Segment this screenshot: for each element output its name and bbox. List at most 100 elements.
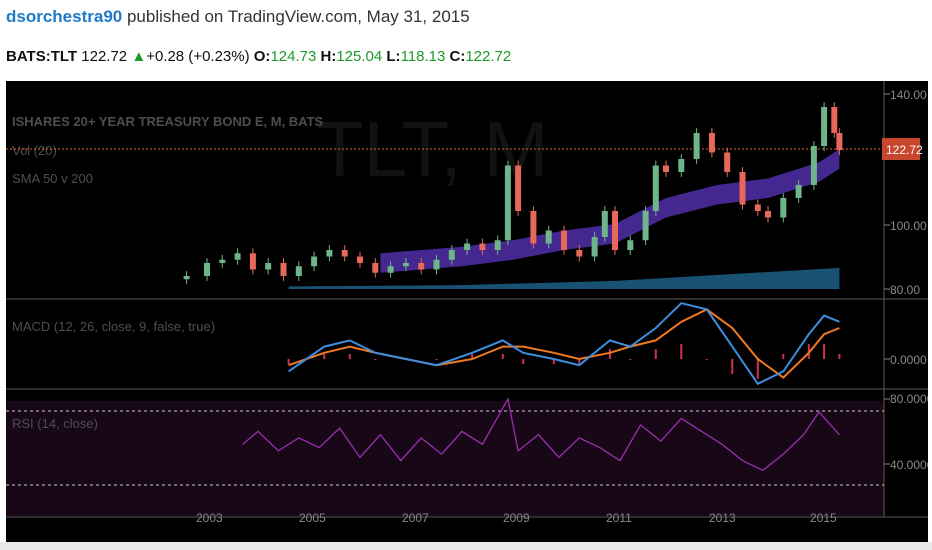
- symbol-label: BATS:TLT: [6, 48, 78, 65]
- candle-body: [402, 263, 409, 267]
- candle-body: [576, 250, 583, 257]
- macd-histogram-bar: [823, 344, 826, 359]
- macd-histogram-bar: [654, 349, 657, 359]
- x-label-2003: 2003: [196, 511, 223, 525]
- candle-body: [831, 107, 838, 133]
- candle-body: [372, 263, 379, 273]
- candle-body: [810, 146, 817, 185]
- x-label-2011: 2011: [606, 511, 632, 525]
- candle-body: [612, 211, 618, 250]
- last-price: 122.72: [81, 48, 128, 65]
- candle-body: [433, 259, 440, 270]
- macd-histogram-bar: [435, 359, 438, 360]
- chart-canvas[interactable]: TLT, M ISHARES 20+ YEAR TREASURY BOND E,…: [6, 81, 928, 542]
- close-label: C:: [449, 48, 466, 65]
- macd-histogram-bar: [552, 359, 555, 364]
- candle-body: [341, 250, 348, 257]
- high-value: 125.04: [336, 48, 383, 65]
- macd-histogram-bar: [629, 359, 632, 360]
- rsi-pane-title[interactable]: RSI (14, close): [12, 416, 98, 431]
- price-tick-80: 80.00: [890, 283, 920, 297]
- candle-body: [357, 256, 363, 263]
- candle-body: [530, 211, 537, 244]
- x-label-2015: 2015: [810, 511, 837, 525]
- candle-body: [652, 165, 659, 211]
- candle-body: [693, 133, 700, 159]
- price-tick-100: 100.00: [890, 219, 927, 233]
- macd-histogram-bar: [578, 359, 581, 364]
- publisher-username[interactable]: dsorchestra90: [6, 7, 123, 26]
- macd-histogram-bar: [731, 359, 734, 374]
- x-label-2009: 2009: [503, 511, 530, 525]
- sma-band: [380, 149, 840, 273]
- candle-body: [464, 243, 471, 250]
- bottom-strip: [0, 542, 932, 550]
- macd-tick-zero: 0.0000: [890, 353, 927, 367]
- publisher-line: dsorchestra90 published on TradingView.c…: [6, 7, 470, 27]
- macd-histogram-bar: [501, 354, 504, 359]
- candle-body: [448, 250, 455, 260]
- macd-pane-title[interactable]: MACD (12, 26, close, 9, false, true): [12, 319, 215, 334]
- macd-histogram-bar: [680, 344, 683, 359]
- rsi-pane-background: [6, 401, 884, 516]
- rsi-line: [242, 397, 840, 472]
- candle-body: [765, 211, 771, 218]
- candle-body: [601, 211, 608, 237]
- candle-body: [780, 198, 787, 218]
- volume-indicator-label[interactable]: Vol (20): [12, 143, 57, 158]
- sma-indicator-label[interactable]: SMA 50 v 200: [12, 171, 93, 186]
- macd-histogram-bar: [323, 354, 326, 359]
- candle-body: [234, 253, 241, 260]
- candle-body: [836, 133, 843, 151]
- macd-series-group: [287, 302, 841, 386]
- macd-histogram-bar: [782, 354, 785, 359]
- up-arrow-icon: ▲: [131, 48, 147, 65]
- candle-body: [561, 230, 567, 250]
- macd-histogram-bar: [374, 359, 377, 360]
- candle-body: [642, 211, 649, 241]
- candle-body: [418, 263, 425, 270]
- macd-histogram-bar: [756, 359, 759, 379]
- macd-histogram-bar: [287, 359, 290, 364]
- high-label: H:: [320, 48, 337, 65]
- x-label-2013: 2013: [709, 511, 736, 525]
- candle-body: [326, 250, 333, 257]
- candle-body: [280, 263, 287, 276]
- price-change: +0.28 (+0.23%): [146, 48, 250, 65]
- price-tag: [882, 138, 920, 160]
- low-value: 118.13: [400, 48, 446, 65]
- macd-histogram-bar: [705, 359, 708, 360]
- rsi-tick-80: 80.0000: [890, 392, 928, 406]
- chart-area[interactable]: TLT, M ISHARES 20+ YEAR TREASURY BOND E,…: [6, 81, 928, 542]
- candle-body: [311, 256, 318, 267]
- candle-body: [204, 263, 210, 276]
- published-text: published on TradingView.com, May 31, 20…: [122, 7, 470, 26]
- candle-body: [183, 276, 190, 280]
- candle-body: [678, 159, 685, 172]
- candle-body: [724, 152, 731, 172]
- candle-body: [249, 253, 256, 270]
- candle-body: [627, 240, 634, 250]
- macd-histogram-bar: [522, 359, 525, 364]
- candle-body: [504, 165, 511, 241]
- candle-body: [795, 185, 802, 198]
- candle-body: [387, 266, 394, 273]
- main-pane-title: ISHARES 20+ YEAR TREASURY BOND E, M, BAT…: [12, 114, 324, 129]
- candle-body: [754, 204, 761, 211]
- x-label-2007: 2007: [402, 511, 429, 525]
- candle-body: [295, 266, 302, 276]
- candle-body: [821, 107, 828, 146]
- open-label: O:: [253, 48, 271, 65]
- close-value: 122.72: [465, 48, 512, 65]
- macd-histogram-bar: [471, 354, 474, 359]
- candle-body: [219, 259, 226, 263]
- open-value: 124.73: [270, 48, 317, 65]
- macd-histogram-bar: [348, 354, 351, 359]
- quote-line: BATS:TLT 122.72 ▲+0.28 (+0.23%) O:124.73…: [6, 48, 511, 65]
- candle-body: [265, 263, 272, 270]
- candle-body: [739, 172, 746, 205]
- candle-body: [494, 240, 501, 250]
- price-tag-label: 122.72: [886, 143, 923, 157]
- candle-body: [479, 243, 486, 250]
- rsi-series-group: [242, 397, 840, 472]
